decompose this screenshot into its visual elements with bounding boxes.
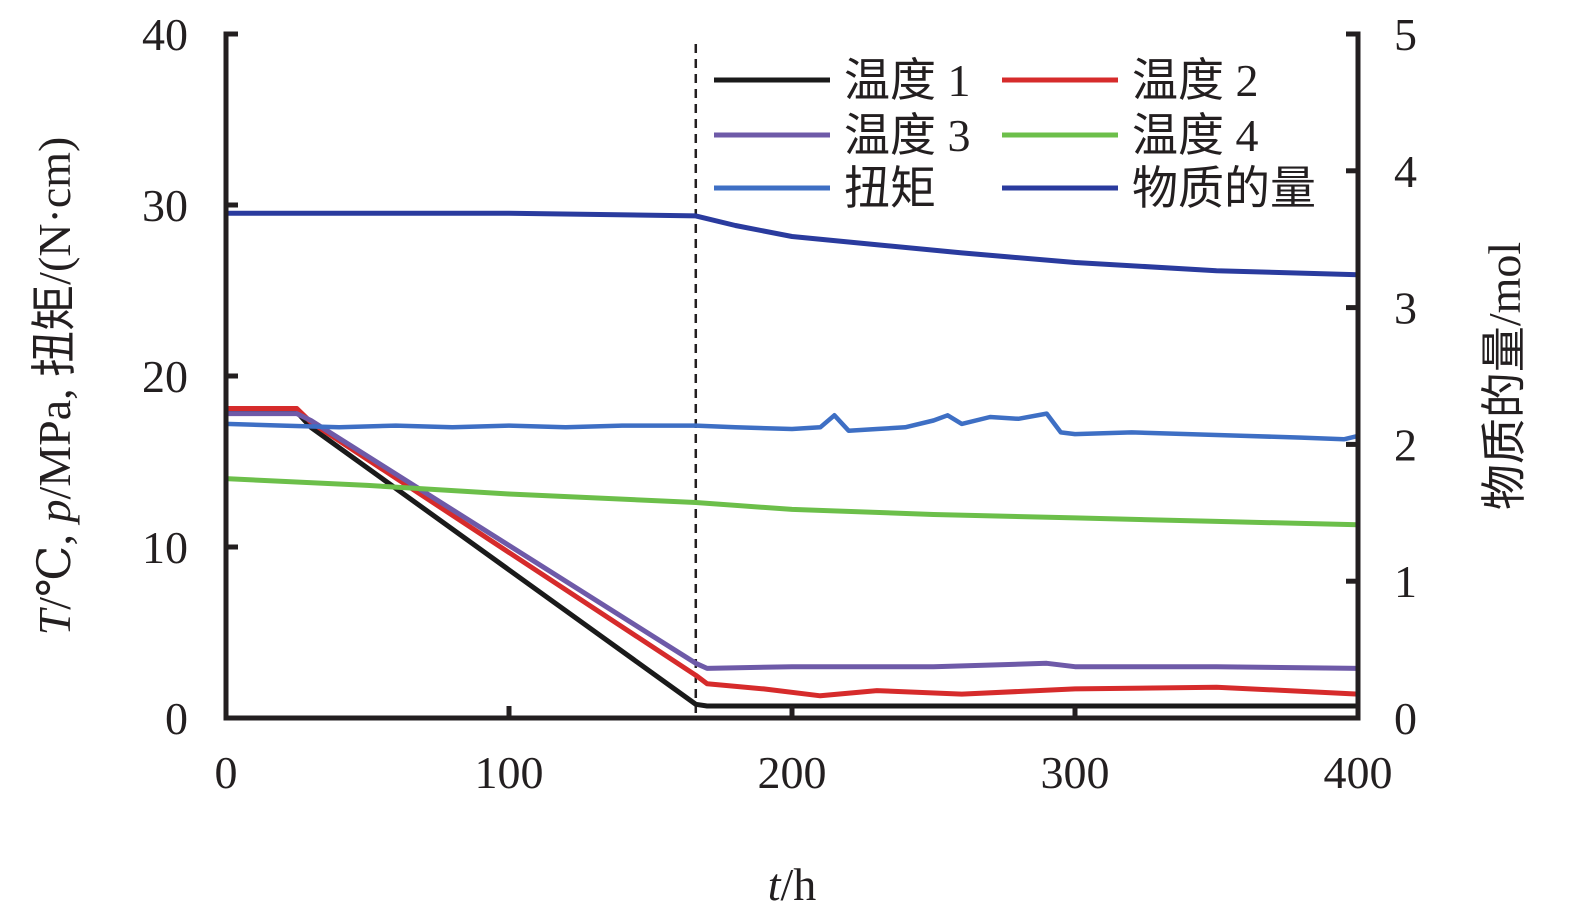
legend-label-3: 温度 3 (844, 110, 971, 161)
y2-tick-label: 3 (1394, 283, 1417, 334)
series-line-4 (223, 476, 1361, 528)
plot-area (223, 44, 1361, 718)
y2-tick-label: 1 (1394, 556, 1417, 607)
legend-label-2: 温度 2 (1132, 55, 1259, 106)
y2-tick-label: 4 (1394, 146, 1417, 197)
y-tick-label: 30 (142, 180, 188, 231)
series-line-3 (223, 411, 1361, 671)
y2-tick-label: 0 (1394, 693, 1417, 744)
legend-label-1: 温度 1 (844, 55, 971, 106)
series-line-5 (223, 411, 1361, 442)
y-tick-label: 40 (142, 9, 188, 60)
x-tick-label: 400 (1324, 747, 1393, 798)
x-tick-label: 0 (215, 747, 238, 798)
y2-axis-title: 物质的量/mol (1479, 242, 1530, 510)
legend-label-4: 温度 4 (1132, 110, 1259, 161)
y-tick-label: 0 (165, 693, 188, 744)
legend-label-5: 扭矩 (844, 163, 936, 214)
y-tick-label: 20 (142, 351, 188, 402)
x-tick-label: 300 (1041, 747, 1110, 798)
y-axis-title: T/℃, p/MPa, 扭矩/(N·cm) (29, 137, 80, 636)
series-line-6 (223, 210, 1361, 278)
series-line-2 (223, 406, 1361, 699)
y2-tick-label: 2 (1394, 419, 1417, 470)
y-tick-label: 10 (142, 522, 188, 573)
x-tick-label: 200 (758, 747, 827, 798)
y2-tick-label: 5 (1394, 9, 1417, 60)
x-axis-title: t/h (768, 859, 817, 910)
series-line-1 (223, 409, 1361, 709)
x-tick-label: 100 (475, 747, 544, 798)
legend: 温度 1 温度 2 温度 3 温度 4 扭矩 物质的量 (714, 55, 1316, 214)
legend-label-6: 物质的量 (1132, 163, 1316, 214)
